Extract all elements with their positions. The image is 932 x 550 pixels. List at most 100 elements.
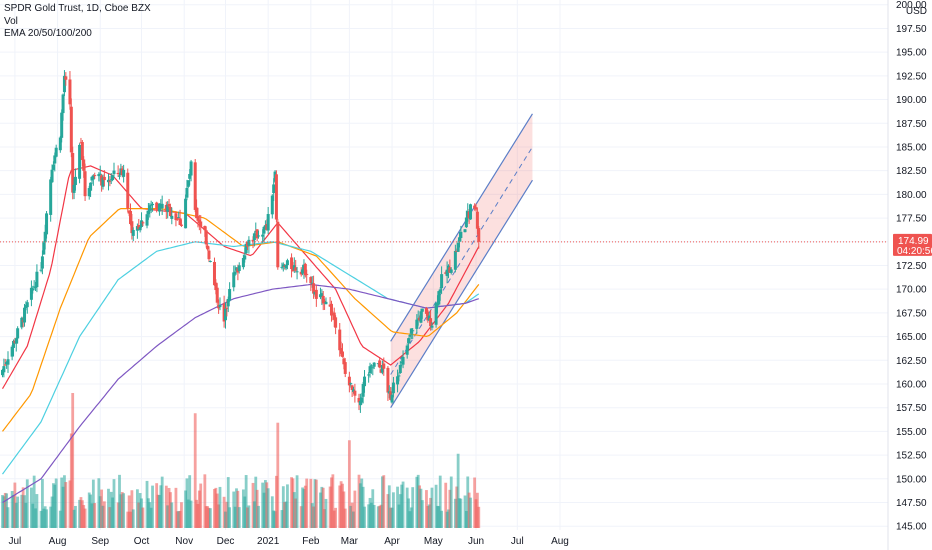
- candle-body: [12, 340, 16, 348]
- candle-body: [437, 291, 441, 305]
- candle-body: [405, 345, 409, 355]
- y-tick-label: 170.00: [896, 285, 927, 296]
- volume-bar: [41, 478, 44, 528]
- candle-body: [276, 221, 280, 268]
- candle-body: [206, 245, 210, 250]
- volume-bar: [83, 508, 87, 528]
- candle-body: [112, 170, 116, 175]
- volume-bar: [353, 490, 357, 528]
- ema-legend[interactable]: EMA 20/50/100/200: [4, 28, 92, 39]
- volume-bar: [266, 488, 270, 528]
- candle-body: [141, 222, 145, 224]
- volume-bar: [226, 477, 230, 528]
- price-axis[interactable]: USD 200.00 197.50 195.00 192.50 190.00 187.50…: [896, 0, 927, 532]
- volume-bar: [334, 507, 338, 528]
- candle-body: [474, 207, 478, 210]
- candle-body: [97, 174, 101, 177]
- volume-bar: [331, 474, 335, 528]
- candle-body: [309, 277, 313, 284]
- candle-body: [93, 175, 97, 177]
- candle-body: [122, 169, 126, 177]
- volume-bar: [228, 507, 232, 528]
- candle-body: [363, 376, 367, 387]
- x-tick-label: 2021: [257, 536, 280, 547]
- candle-body: [440, 274, 444, 289]
- candle-body: [357, 397, 361, 403]
- volume-bar: [456, 453, 460, 528]
- volume-bar: [189, 500, 193, 528]
- candle-body: [212, 261, 216, 286]
- x-tick-label: Sep: [91, 536, 109, 547]
- candle-body: [294, 267, 298, 271]
- candle-body: [232, 272, 236, 288]
- candle-body: [174, 213, 178, 221]
- candle-body: [303, 263, 307, 276]
- candle-body: [208, 260, 212, 262]
- candle-body: [459, 231, 463, 239]
- y-tick-label: 185.00: [896, 142, 927, 153]
- candle-body: [396, 376, 400, 385]
- candle-body: [207, 250, 211, 260]
- candle-body: [149, 204, 153, 206]
- candle-body: [251, 239, 255, 242]
- volume-bar: [244, 475, 248, 528]
- volume-bar: [170, 502, 174, 528]
- regression-channel[interactable]: [390, 113, 533, 409]
- candle-body: [126, 172, 130, 209]
- candle-body: [233, 271, 237, 275]
- candle-body: [371, 367, 375, 369]
- volume-bar: [438, 475, 442, 528]
- candle-body: [284, 264, 288, 269]
- candle-body: [312, 283, 316, 294]
- candle-body: [166, 204, 170, 212]
- volume-bar: [295, 475, 299, 528]
- volume-bar: [54, 478, 58, 528]
- volume-bar: [314, 479, 318, 528]
- volume-bar: [193, 413, 197, 528]
- candle-body: [151, 203, 155, 206]
- x-tick-label: Oct: [134, 536, 150, 547]
- candle-body: [456, 242, 460, 252]
- candle-body: [218, 304, 222, 308]
- candle-body: [332, 312, 336, 320]
- candle-body: [3, 364, 7, 366]
- candle-body: [196, 216, 200, 221]
- candle-body: [464, 217, 468, 228]
- y-tick-label: 150.00: [896, 474, 927, 485]
- channel-fill: [390, 113, 533, 408]
- volume-bar: [208, 508, 212, 528]
- volume-bar: [16, 496, 20, 528]
- candle-body: [20, 317, 24, 328]
- candle-body: [350, 385, 354, 390]
- candle-body: [453, 250, 457, 270]
- candle-body: [39, 269, 43, 271]
- candle-body: [179, 224, 183, 226]
- candle-body: [199, 221, 203, 227]
- candle-body: [51, 164, 55, 170]
- time-axis[interactable]: Jul Aug Sep Oct Nov Dec 2021 Feb Mar Apr May Jun Jul…: [8, 536, 568, 547]
- volume-bar: [343, 508, 347, 528]
- candle-body: [91, 175, 95, 180]
- candle-body: [214, 282, 218, 291]
- candle-body: [25, 302, 29, 308]
- x-tick-label: Feb: [302, 536, 320, 547]
- x-tick-label: May: [424, 536, 443, 547]
- candle-body: [285, 260, 289, 266]
- candle-body: [83, 171, 87, 197]
- symbol-title[interactable]: SPDR Gold Trust, 1D, Cboe BZX: [4, 3, 151, 14]
- volume-legend[interactable]: Vol: [4, 15, 18, 27]
- candle-body: [87, 188, 91, 197]
- candle-body: [64, 76, 68, 80]
- candlesticks: [1, 70, 481, 413]
- candle-body: [129, 210, 133, 225]
- candle-body: [449, 269, 453, 273]
- volume-bar: [387, 485, 391, 528]
- y-tick-label: 182.50: [896, 166, 927, 177]
- candle-body: [2, 366, 6, 373]
- volume-bar: [160, 476, 164, 528]
- y-tick-label: 190.00: [896, 95, 927, 106]
- candle-body: [372, 362, 376, 367]
- candle-body: [1, 369, 4, 376]
- candle-body: [61, 94, 65, 114]
